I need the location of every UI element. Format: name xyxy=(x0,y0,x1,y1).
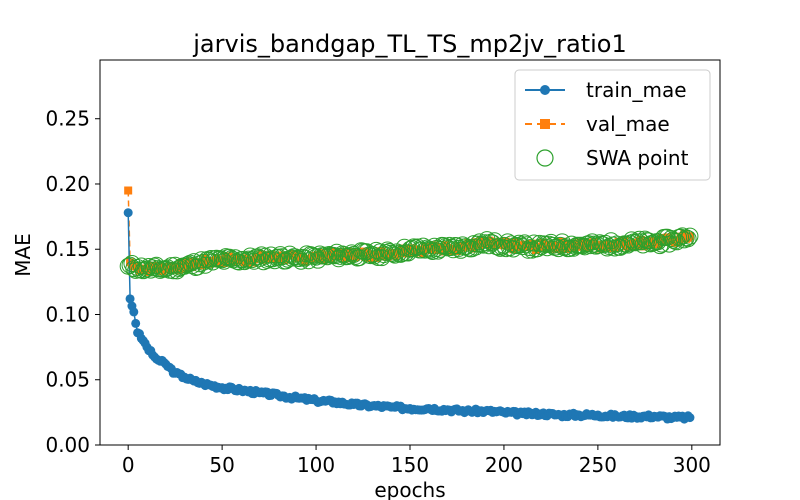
y-tick-label: 0.05 xyxy=(45,368,90,392)
legend-swa-label: SWA point xyxy=(586,146,689,170)
swa-point xyxy=(672,228,690,246)
x-tick-label: 200 xyxy=(485,453,523,477)
legend-train-marker xyxy=(540,85,550,95)
swa-point xyxy=(632,233,650,251)
x-axis-label: epochs xyxy=(374,478,445,500)
swa-point xyxy=(144,259,162,277)
legend-swa-marker xyxy=(536,149,554,167)
val-mae-point xyxy=(340,254,349,263)
y-tick-label: 0.15 xyxy=(45,237,90,261)
swa-point xyxy=(192,251,210,269)
legend-box xyxy=(514,69,711,181)
legend: train_mae val_mae SWA point xyxy=(514,69,711,181)
y-tick-label: 0.10 xyxy=(45,302,90,326)
swa-point xyxy=(303,246,321,264)
swa-point xyxy=(183,257,201,275)
swa-point xyxy=(345,245,363,263)
swa-point xyxy=(147,256,165,274)
train-mae-point xyxy=(129,307,139,317)
swa-point xyxy=(266,252,284,270)
val-mae-point xyxy=(124,186,133,195)
train-mae-point xyxy=(125,294,135,304)
swa-point xyxy=(440,236,458,254)
y-axis: 0.00 0.05 0.10 0.15 0.20 0.25 xyxy=(45,107,100,457)
swa-point xyxy=(256,247,274,265)
chart-title: jarvis_bandgap_TL_TS_mp2jv_ratio1 xyxy=(192,30,626,58)
swa-point xyxy=(405,238,423,256)
swa-point xyxy=(510,234,528,252)
legend-val-label: val_mae xyxy=(586,112,670,136)
swa-point xyxy=(326,247,344,265)
plot-area xyxy=(119,186,699,424)
swa-point xyxy=(628,233,646,251)
swa-point xyxy=(626,234,644,252)
x-tick-label: 100 xyxy=(297,453,335,477)
legend-val-marker xyxy=(540,119,550,129)
swa-point xyxy=(311,245,329,263)
x-tick-label: 250 xyxy=(579,453,617,477)
swa-point xyxy=(454,236,472,254)
swa-point xyxy=(401,240,419,258)
val-mae-point xyxy=(174,266,183,275)
swa-point xyxy=(444,241,462,259)
swa-point xyxy=(476,234,494,252)
train-mae-point xyxy=(131,318,141,328)
val-mae-point xyxy=(362,247,371,256)
swa-point xyxy=(579,235,597,253)
train-mae-point xyxy=(123,208,133,218)
x-tick-label: 150 xyxy=(391,453,429,477)
x-tick-label: 0 xyxy=(122,453,135,477)
swa-point xyxy=(474,236,492,254)
y-tick-label: 0.25 xyxy=(45,107,90,131)
swa-point xyxy=(286,248,304,266)
swa-point xyxy=(679,230,697,248)
swa-point xyxy=(202,249,220,267)
x-axis: 0 50 100 150 200 250 300 xyxy=(122,445,711,477)
swa-point xyxy=(249,248,267,266)
swa-point xyxy=(514,238,532,256)
swa-point xyxy=(583,233,601,251)
x-tick-label: 300 xyxy=(673,453,711,477)
swa-point xyxy=(129,259,147,277)
swa-point xyxy=(425,237,443,255)
swa-point xyxy=(480,237,498,255)
swa-point xyxy=(471,233,489,251)
y-tick-label: 0.00 xyxy=(45,433,90,457)
swa-point xyxy=(230,253,248,271)
swa-point xyxy=(390,244,408,262)
swa-point xyxy=(563,235,581,253)
swa-point xyxy=(177,256,195,274)
swa-point xyxy=(331,247,349,265)
swa-point xyxy=(551,236,569,254)
swa-point xyxy=(469,235,487,253)
swa-point xyxy=(269,248,287,266)
swa-point xyxy=(375,246,393,264)
swa-point xyxy=(134,262,152,280)
swa-point xyxy=(472,235,490,253)
swa-point xyxy=(662,230,680,248)
swa-point xyxy=(307,248,325,266)
swa-point xyxy=(142,261,160,279)
swa-point xyxy=(136,261,154,279)
swa-point xyxy=(525,234,543,252)
legend-train-label: train_mae xyxy=(586,78,687,102)
train-mae-point xyxy=(685,413,695,423)
swa-point xyxy=(181,254,199,272)
swa-point xyxy=(681,227,699,245)
x-tick-label: 50 xyxy=(209,453,234,477)
y-axis-label: MAE xyxy=(11,233,35,277)
y-tick-label: 0.20 xyxy=(45,172,90,196)
swa-point xyxy=(493,238,511,256)
swa-point xyxy=(677,229,695,247)
swa-point xyxy=(238,251,256,269)
val-mae-point xyxy=(344,247,352,256)
swa-point xyxy=(533,238,551,256)
